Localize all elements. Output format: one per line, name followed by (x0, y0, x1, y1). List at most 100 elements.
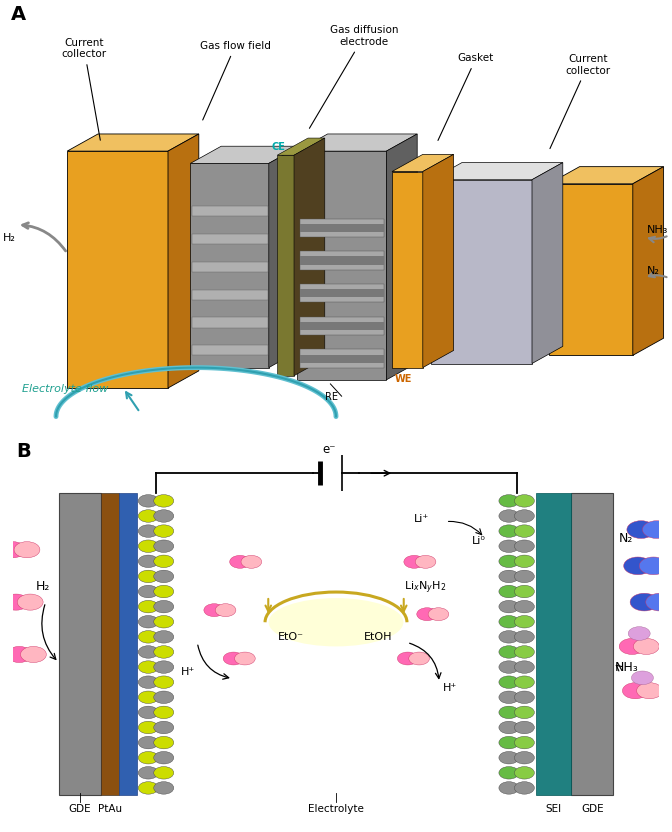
Circle shape (514, 691, 534, 704)
Polygon shape (294, 138, 325, 376)
Circle shape (499, 495, 519, 508)
Circle shape (642, 521, 671, 538)
Circle shape (138, 736, 159, 749)
Circle shape (634, 638, 659, 655)
Text: N₂: N₂ (646, 265, 660, 275)
Circle shape (154, 555, 174, 567)
Text: EtOH: EtOH (364, 632, 392, 642)
Polygon shape (300, 251, 384, 270)
Circle shape (499, 525, 519, 537)
Circle shape (636, 683, 663, 699)
Circle shape (514, 585, 534, 597)
Circle shape (223, 652, 244, 665)
Polygon shape (536, 493, 571, 795)
Circle shape (514, 736, 534, 749)
Circle shape (514, 540, 534, 552)
Circle shape (138, 525, 159, 537)
Circle shape (154, 570, 174, 582)
Circle shape (154, 676, 174, 688)
Circle shape (627, 521, 655, 538)
Circle shape (630, 593, 659, 611)
Polygon shape (423, 155, 454, 368)
Circle shape (514, 766, 534, 779)
Circle shape (138, 782, 159, 795)
Circle shape (624, 557, 652, 575)
Text: NH₃: NH₃ (614, 661, 638, 674)
Circle shape (154, 510, 174, 522)
Text: SEI: SEI (546, 804, 562, 814)
Text: e⁻: e⁻ (323, 443, 336, 456)
Text: Gas flow field: Gas flow field (200, 41, 271, 120)
Polygon shape (392, 171, 423, 368)
Circle shape (138, 676, 159, 688)
Circle shape (499, 706, 519, 719)
Circle shape (499, 661, 519, 673)
Circle shape (499, 585, 519, 597)
Text: N₂: N₂ (619, 532, 634, 545)
Circle shape (639, 557, 668, 575)
Text: H₂: H₂ (36, 580, 50, 593)
Circle shape (154, 766, 174, 779)
Polygon shape (300, 224, 384, 232)
Polygon shape (300, 219, 384, 237)
Circle shape (138, 706, 159, 719)
Circle shape (514, 646, 534, 658)
Polygon shape (386, 134, 417, 380)
Circle shape (204, 604, 224, 617)
Circle shape (514, 510, 534, 522)
Polygon shape (571, 493, 614, 795)
Circle shape (409, 652, 429, 665)
Polygon shape (192, 290, 267, 300)
Polygon shape (633, 166, 664, 355)
Circle shape (514, 721, 534, 734)
Circle shape (514, 525, 534, 537)
Circle shape (514, 495, 534, 508)
Circle shape (17, 594, 43, 610)
Circle shape (21, 646, 46, 662)
Text: EtO⁻: EtO⁻ (278, 632, 304, 642)
Polygon shape (300, 290, 384, 297)
Circle shape (499, 782, 519, 795)
Polygon shape (297, 134, 417, 151)
Text: Li$_x$N$_y$H$_2$: Li$_x$N$_y$H$_2$ (404, 579, 446, 596)
Circle shape (138, 766, 159, 779)
Circle shape (514, 601, 534, 613)
Circle shape (235, 652, 255, 665)
Circle shape (499, 751, 519, 764)
Polygon shape (192, 206, 267, 216)
Polygon shape (300, 256, 384, 265)
Text: GDE: GDE (69, 804, 91, 814)
Text: B: B (17, 442, 32, 461)
Polygon shape (192, 262, 267, 272)
Polygon shape (269, 146, 300, 368)
Circle shape (499, 721, 519, 734)
Circle shape (138, 751, 159, 764)
Circle shape (632, 671, 653, 685)
Text: H⁺: H⁺ (181, 666, 196, 676)
Circle shape (138, 646, 159, 658)
Circle shape (514, 706, 534, 719)
Text: GDE: GDE (581, 804, 603, 814)
Circle shape (514, 555, 534, 567)
Circle shape (499, 540, 519, 552)
Text: Current
collector: Current collector (550, 54, 611, 149)
Text: Current
collector: Current collector (61, 37, 107, 141)
Polygon shape (300, 354, 384, 363)
Circle shape (499, 555, 519, 567)
Circle shape (3, 594, 29, 610)
Circle shape (514, 570, 534, 582)
Circle shape (622, 683, 648, 699)
Circle shape (138, 721, 159, 734)
Circle shape (241, 556, 261, 568)
Polygon shape (549, 166, 664, 184)
Text: H⁺: H⁺ (442, 683, 457, 693)
Text: A: A (11, 6, 26, 24)
Polygon shape (277, 138, 325, 156)
Polygon shape (297, 151, 386, 380)
Circle shape (138, 555, 159, 567)
Text: Electrolyte: Electrolyte (308, 804, 364, 814)
Circle shape (0, 542, 26, 557)
Circle shape (154, 782, 174, 795)
Circle shape (138, 570, 159, 582)
Text: CE: CE (271, 142, 286, 152)
